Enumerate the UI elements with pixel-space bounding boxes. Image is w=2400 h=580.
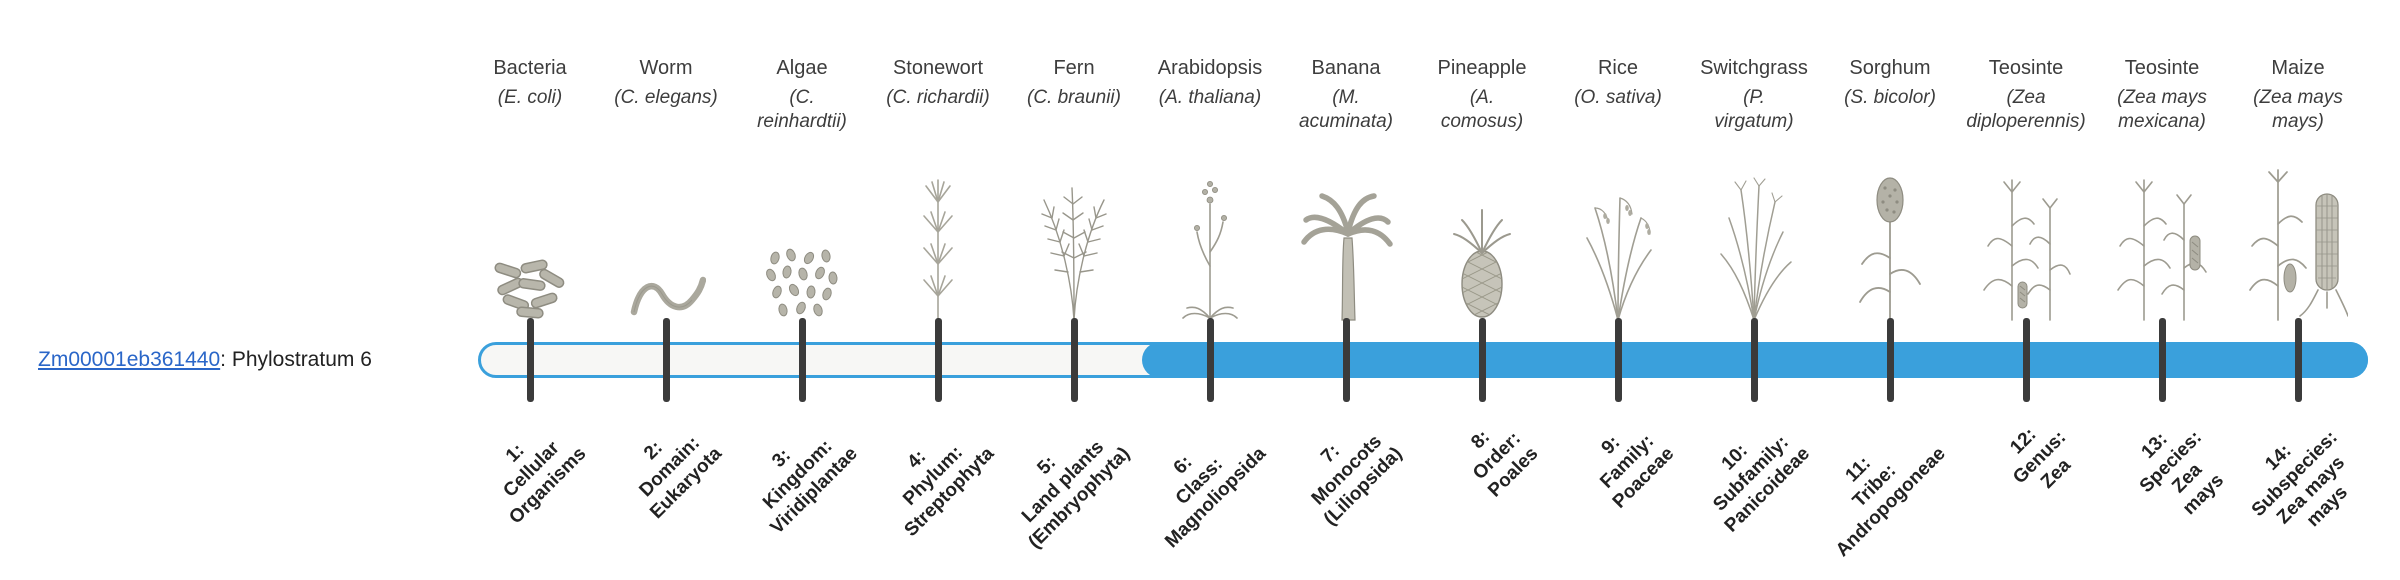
phylostratum-tick bbox=[2022, 318, 2030, 402]
phylostratum-label: 7: Monocots (Liliopsida) bbox=[1307, 431, 1407, 530]
phylostratum-tick bbox=[1614, 318, 1622, 402]
sorghum-illustration bbox=[1854, 174, 1926, 322]
organism-common-name: Rice bbox=[1597, 57, 1638, 79]
worm-illustration bbox=[626, 268, 706, 322]
algae-illustration bbox=[763, 248, 841, 322]
organism-common-name: Worm bbox=[639, 57, 693, 79]
organism-common-name: Fern bbox=[1053, 57, 1095, 79]
phylostratum-label: 6: Class: Magnoliopsida bbox=[1161, 443, 1271, 553]
organism-common-name: Teosinte bbox=[2124, 57, 2200, 79]
phylostratum-label: 10: Subfamily: Panicoideae bbox=[1709, 431, 1815, 537]
fern-illustration bbox=[1028, 174, 1120, 322]
phylostratum-tick bbox=[1342, 318, 1350, 402]
phylostratum-tick bbox=[526, 318, 534, 402]
organism-scientific-name: (Zea mays mays) bbox=[2253, 87, 2343, 132]
switchgrass-illustration bbox=[1711, 174, 1797, 322]
organism-common-name: Bacteria bbox=[493, 57, 567, 79]
organism-scientific-name: (Zea diploperennis) bbox=[1966, 87, 2086, 132]
organism-scientific-name: (A. comosus) bbox=[1440, 87, 1524, 132]
organism-common-name: Arabidopsis bbox=[1157, 57, 1263, 79]
phylostratum-tick bbox=[798, 318, 806, 402]
organism-common-name: Switchgrass bbox=[1700, 57, 1808, 79]
bacteria-illustration bbox=[491, 258, 569, 322]
organism-scientific-name: (C. elegans) bbox=[614, 87, 718, 108]
pineapple-illustration bbox=[1450, 182, 1514, 322]
phylostratum-tick bbox=[1750, 318, 1758, 402]
gene-phylostratum-text: : Phylostratum 6 bbox=[220, 348, 372, 371]
phylostratum-label: 14: Subspecies: Zea mays mays bbox=[2247, 426, 2352, 532]
phylostratum-label: 13: Species: Zea mays bbox=[2135, 426, 2228, 520]
phylostratum-tick bbox=[2294, 318, 2302, 402]
organism-scientific-name: (S. bicolor) bbox=[1844, 87, 1936, 108]
phylostratum-label: 5: Land plants (Embryophyta) bbox=[1017, 436, 1135, 553]
organism-scientific-name: (C. richardii) bbox=[886, 87, 990, 108]
phylostratum-tick bbox=[1206, 318, 1214, 402]
teosinte-illustration bbox=[2114, 174, 2210, 322]
organism-common-name: Teosinte bbox=[1988, 57, 2064, 79]
organism-scientific-name: (M. acuminata) bbox=[1299, 87, 1393, 132]
organism-common-name: Stonewort bbox=[892, 57, 984, 79]
organism-scientific-name: (C. reinhardtii) bbox=[757, 87, 847, 132]
rice-illustration bbox=[1575, 174, 1661, 322]
organism-common-name: Pineapple bbox=[1437, 57, 1527, 79]
organism-scientific-name: (Zea mays mexicana) bbox=[2117, 87, 2207, 132]
organism-scientific-name: (O. sativa) bbox=[1574, 87, 1662, 108]
organism-common-name: Sorghum bbox=[1849, 57, 1931, 79]
teosinte-illustration bbox=[1978, 174, 2074, 322]
gene-label: Zm00001eb361440: Phylostratum 6 bbox=[38, 347, 372, 373]
phylostratum-label: 12: Genus: Zea bbox=[2005, 424, 2075, 493]
phylostratum-label: 2: Domain: Eukaryota bbox=[635, 432, 727, 524]
phylostratum-label: 4: Phylum: Streptophyta bbox=[899, 441, 999, 541]
phylostratum-tick bbox=[2158, 318, 2166, 402]
phylostratum-label: 1: Cellular Organisms bbox=[499, 437, 591, 529]
phylostratum-tick bbox=[1478, 318, 1486, 402]
arabidopsis-illustration bbox=[1177, 174, 1243, 322]
organism-common-name: Maize bbox=[2271, 57, 2325, 79]
phylostratum-tick bbox=[934, 318, 942, 402]
organism-scientific-name: (E. coli) bbox=[497, 87, 563, 108]
stonewort-illustration bbox=[910, 174, 966, 322]
organism-common-name: Algae bbox=[776, 57, 828, 79]
phylostratum-label: 3: Kingdom: Viridiplantae bbox=[759, 435, 863, 539]
phylostratum-tick bbox=[1886, 318, 1894, 402]
phylostratum-label: 9: Family: Poaceae bbox=[1596, 430, 1679, 513]
gene-id-link[interactable]: Zm00001eb361440 bbox=[38, 348, 221, 371]
organism-scientific-name: (A. thaliana) bbox=[1158, 87, 1262, 108]
banana-illustration bbox=[1298, 174, 1394, 322]
phylostratum-tick bbox=[1070, 318, 1078, 402]
maize-illustration bbox=[2248, 166, 2348, 322]
organism-scientific-name: (P. virgatum) bbox=[1714, 87, 1794, 132]
phylostratum-label: 11: Tribe: Andropogoneae bbox=[1832, 443, 1951, 562]
phylostratum-label: 8: Order: Poales bbox=[1467, 426, 1543, 502]
phylostratum-tick bbox=[662, 318, 670, 402]
organism-common-name: Banana bbox=[1311, 57, 1381, 79]
organism-scientific-name: (C. braunii) bbox=[1027, 87, 1121, 108]
